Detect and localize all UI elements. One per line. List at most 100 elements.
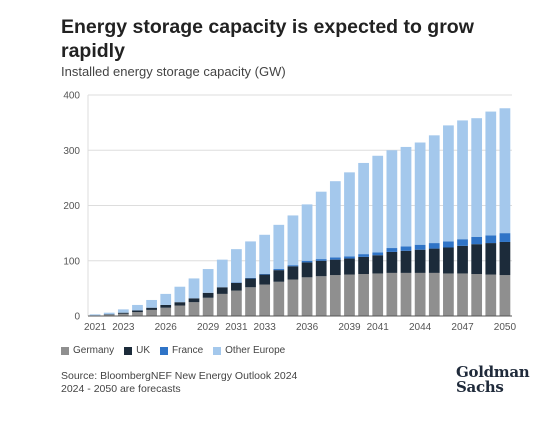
y-tick-label: 300 <box>63 146 80 157</box>
x-tick-label: 2031 <box>225 322 248 333</box>
legend-label: UK <box>136 345 151 356</box>
bar-france <box>287 265 299 267</box>
bar-germany <box>245 287 256 316</box>
legend-label: France <box>172 345 204 356</box>
bar-germany <box>329 275 341 316</box>
bar-other-europe <box>132 304 143 311</box>
x-tick-label: 2047 <box>451 322 474 333</box>
bar-other-europe <box>315 191 327 260</box>
bar-germany <box>414 272 426 316</box>
bar-other-europe <box>160 293 172 305</box>
bar-uk <box>202 292 214 298</box>
bar-other-europe <box>400 146 412 247</box>
y-tick-label: 200 <box>63 201 80 212</box>
bar-germany <box>301 277 313 316</box>
bar-uk <box>344 258 355 275</box>
bar-uk <box>174 302 186 306</box>
x-tick-label: 2026 <box>155 322 178 333</box>
x-tick-label: 2033 <box>254 322 277 333</box>
source-note: Source: BloombergNEF New Energy Outlook … <box>61 370 297 396</box>
bar-uk <box>443 247 454 274</box>
bar-other-europe <box>89 314 101 316</box>
chart-legend: Germany UK France Other Europe <box>61 345 295 356</box>
bar-germany <box>443 273 454 316</box>
bar-germany <box>485 274 497 316</box>
stacked-bar-chart: 0 100 200 300 400 2021 2023 2026 2029 2031 2033 203… <box>63 91 516 334</box>
bar-uk <box>259 274 271 285</box>
bar-uk <box>216 287 228 294</box>
bar-germany <box>457 273 468 316</box>
bar-other-europe <box>202 269 214 293</box>
bar-uk <box>329 259 341 276</box>
bar-germany <box>358 274 369 316</box>
bar-uk <box>245 278 256 288</box>
logo-line-1: Goldman <box>456 363 530 381</box>
bar-uk <box>103 314 115 315</box>
bar-germany <box>146 309 157 316</box>
bar-other-europe <box>146 299 157 308</box>
legend-swatch <box>61 346 69 355</box>
bar-uk <box>287 266 299 280</box>
legend-label: Germany <box>73 345 115 356</box>
bar-germany <box>499 275 511 316</box>
bar-other-europe <box>259 234 271 275</box>
bar-germany <box>287 279 299 316</box>
bar-uk <box>358 256 369 275</box>
bar-other-europe <box>245 241 256 278</box>
bar-uk <box>132 310 143 313</box>
bar-other-europe <box>414 142 426 245</box>
bar-uk <box>315 260 327 277</box>
bar-uk <box>485 243 497 275</box>
bar-other-europe <box>344 172 355 257</box>
x-tick-label: 2021 <box>84 322 107 333</box>
bar-other-europe <box>499 108 511 234</box>
bar-uk <box>160 304 172 308</box>
bar-france <box>485 235 497 244</box>
bar-germany <box>117 313 129 316</box>
bar-france <box>400 246 412 251</box>
bar-other-europe <box>188 278 200 299</box>
source-line: Source: BloombergNEF New Energy Outlook … <box>61 370 298 382</box>
bar-germany <box>259 284 271 316</box>
x-tick-label: 2039 <box>338 322 361 333</box>
legend-item: UK <box>124 345 150 356</box>
bar-france <box>231 282 242 283</box>
chart-subtitle: Installed energy storage capacity (GW) <box>61 64 286 79</box>
bar-germany <box>372 273 384 316</box>
logo-line-2: Sachs <box>456 378 504 396</box>
bar-other-europe <box>301 204 313 261</box>
bar-uk <box>499 241 511 276</box>
bar-other-europe <box>485 111 497 236</box>
bar-uk <box>231 282 242 291</box>
bar-uk <box>428 248 440 273</box>
bar-france <box>428 243 440 249</box>
bar-uk <box>457 245 468 274</box>
bar-other-europe <box>103 312 115 315</box>
y-tick-label: 400 <box>63 91 80 102</box>
bar-germany <box>188 302 200 316</box>
bar-uk <box>414 249 426 273</box>
y-tick-label: 100 <box>63 256 80 267</box>
legend-swatch <box>160 346 169 355</box>
bar-other-europe <box>329 181 341 258</box>
legend-item: Other Europe <box>213 345 285 356</box>
bar-france <box>329 257 341 260</box>
bar-uk <box>146 307 157 310</box>
x-tick-label: 2036 <box>296 322 319 333</box>
bar-france <box>414 244 426 250</box>
bar-other-europe <box>471 118 483 237</box>
bar-france <box>499 233 511 242</box>
bar-uk <box>400 250 412 273</box>
y-tick-label: 0 <box>74 312 80 323</box>
x-tick-label: 2023 <box>112 322 135 333</box>
bar-germany <box>400 272 412 316</box>
bar-uk <box>386 251 398 273</box>
bar-germany <box>344 274 355 316</box>
x-tick-label: 2029 <box>197 322 220 333</box>
bar-france <box>443 241 454 248</box>
bar-france <box>245 277 256 279</box>
bar-germany <box>315 276 327 316</box>
bar-germany <box>132 312 143 316</box>
bar-other-europe <box>216 259 228 288</box>
bar-germany <box>103 314 115 316</box>
